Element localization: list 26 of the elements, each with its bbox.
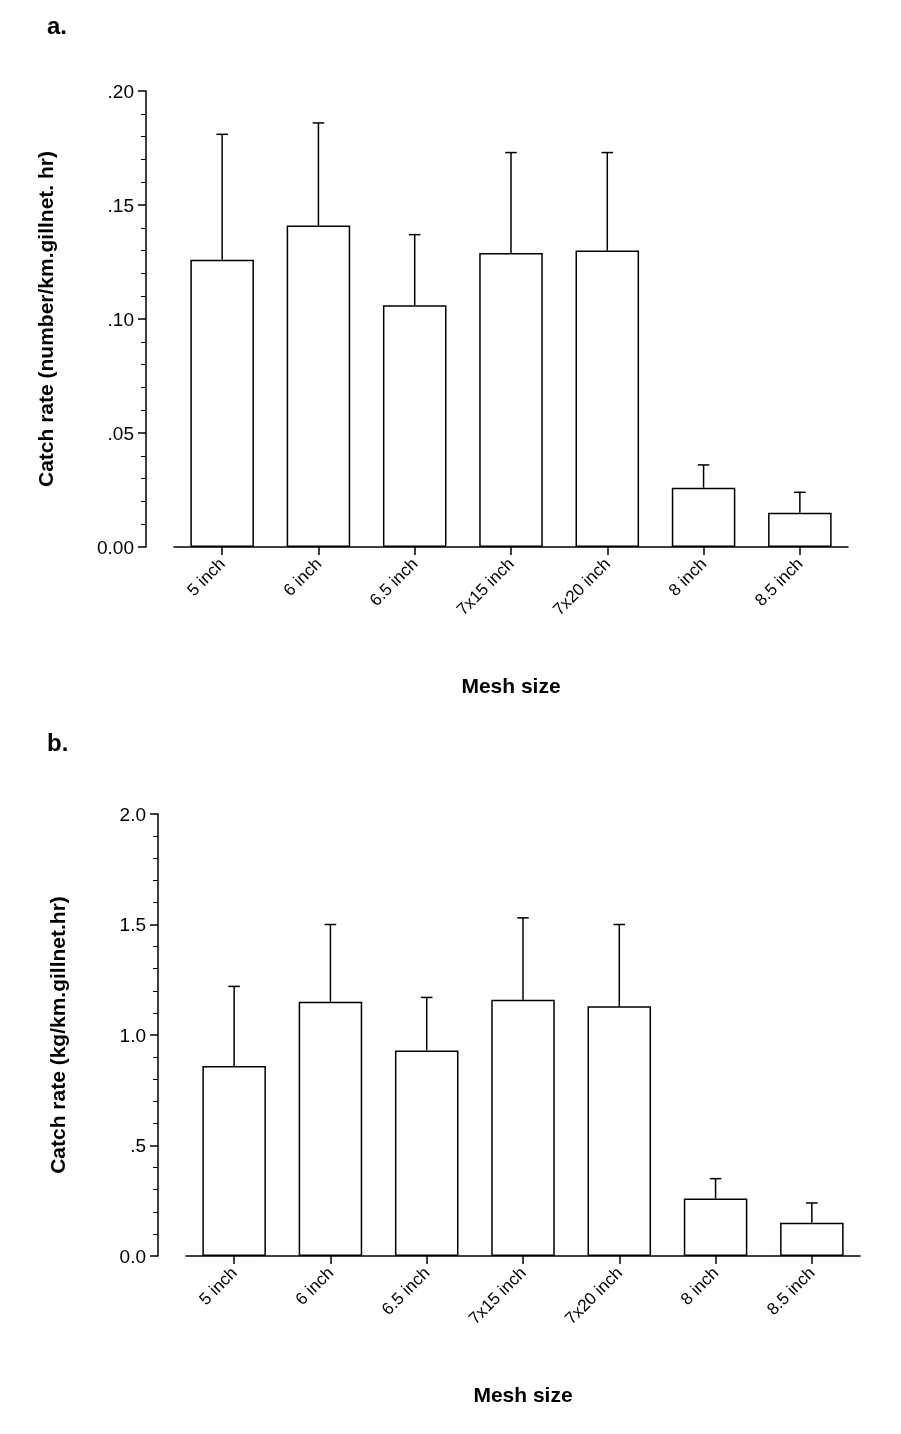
x-tick-label: 5 inch: [183, 554, 229, 600]
y-tick-label: .15: [107, 194, 134, 216]
y-tick-label: 1.0: [119, 1024, 146, 1046]
y-tick-label: 1.5: [119, 914, 146, 935]
x-tick-label: 6.5 inch: [377, 1263, 434, 1319]
y-tick-label: .5: [130, 1135, 146, 1156]
x-axis-title: Mesh size: [461, 674, 561, 697]
y-tick-label: .10: [107, 308, 134, 330]
y-tick-label: 2.0: [119, 803, 146, 825]
y-tick-label: .05: [107, 422, 134, 444]
x-tick-label: 8.5 inch: [763, 1263, 819, 1319]
x-tick-label: 8 inch: [676, 1263, 723, 1309]
x-tick-label: 5 inch: [195, 1263, 241, 1309]
x-tick-label: 8 inch: [664, 554, 711, 600]
x-tick-label: 6.5 inch: [365, 554, 422, 610]
y-axis-title: Catch rate (number/km.gillnet. hr): [34, 150, 57, 488]
x-tick-label: 6 inch: [279, 554, 326, 600]
x-tick-label: 8.5 inch: [751, 554, 807, 610]
x-axis-title: Mesh size: [473, 1383, 573, 1406]
x-tick-label: 6 inch: [291, 1263, 338, 1309]
chart-title: b.: [47, 728, 69, 756]
y-tick-label: 0.00: [97, 536, 134, 558]
y-tick-label: .20: [107, 80, 134, 102]
y-tick-label: 0.0: [119, 1245, 146, 1267]
y-axis-title: Catch rate (kg/km.gillnet.hr): [46, 896, 69, 1174]
chart-title: a.: [47, 11, 68, 39]
